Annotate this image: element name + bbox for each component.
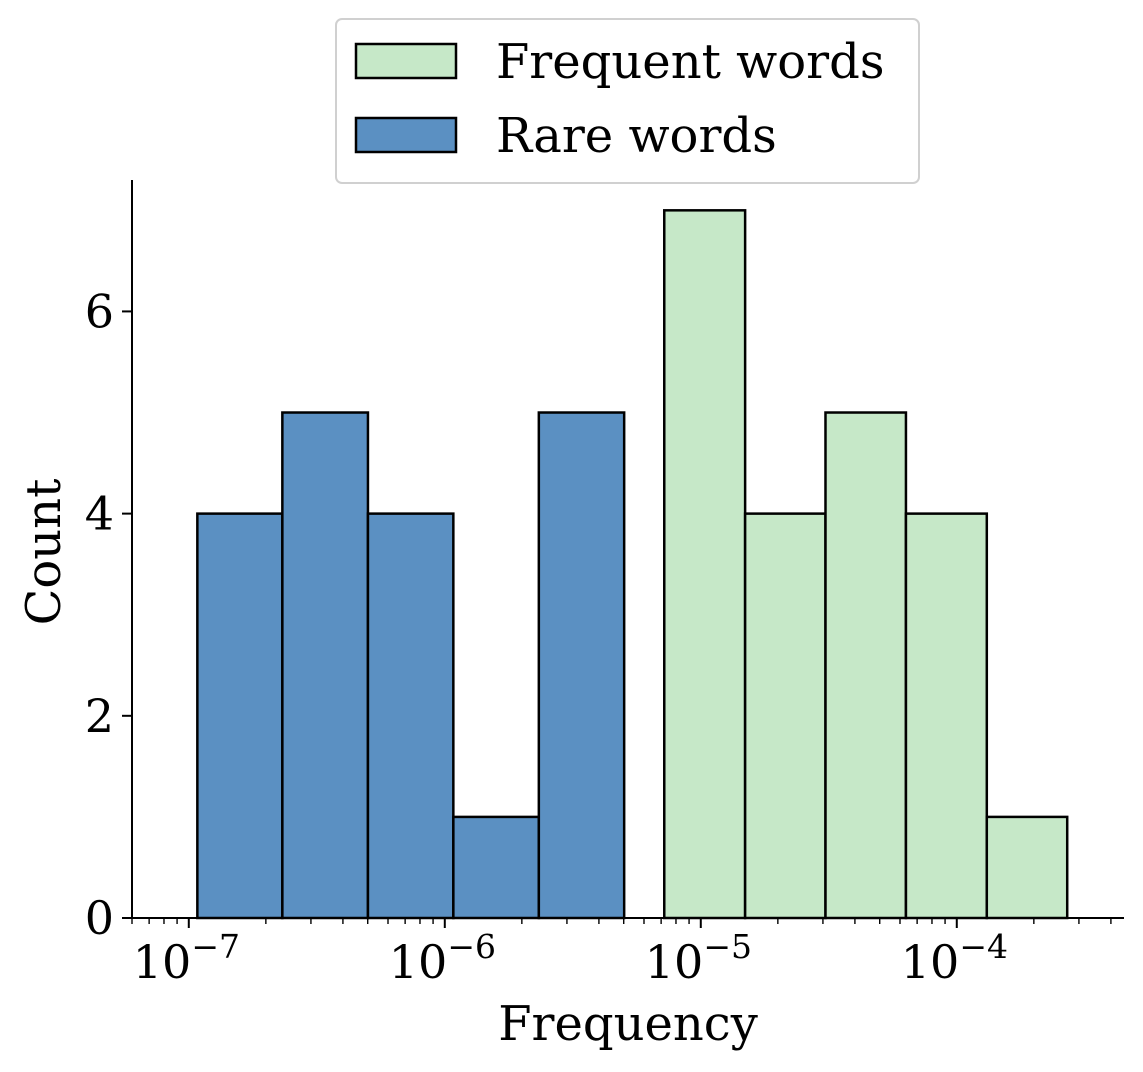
bar-rare-words-2 bbox=[366, 512, 455, 920]
x-tick-label: 10−5 bbox=[645, 927, 752, 989]
y-axis-label: Count bbox=[16, 479, 72, 626]
legend-swatch-frequent-words bbox=[354, 42, 458, 80]
legend-swatch-rare-words bbox=[354, 116, 458, 154]
x-tick-label: 10−7 bbox=[133, 927, 240, 989]
bar-rare-words-1 bbox=[281, 411, 370, 920]
y-tick-label: 6 bbox=[85, 284, 114, 338]
bar-rare-words-3 bbox=[452, 815, 541, 920]
bar-frequent-words-0 bbox=[663, 209, 747, 920]
y-tick-label: 4 bbox=[85, 487, 114, 541]
y-tick-label: 2 bbox=[85, 689, 114, 743]
legend: Frequent words Rare words bbox=[335, 18, 920, 184]
bar-frequent-words-4 bbox=[985, 815, 1069, 920]
ticks-layer: 0 2 4 6 10−7 10−6 10−5 10−4 bbox=[85, 284, 1112, 989]
axes-layer bbox=[131, 180, 1124, 919]
y-tick-label: 0 bbox=[85, 891, 114, 945]
legend-frame bbox=[335, 18, 920, 184]
x-tick-label: 10−6 bbox=[389, 927, 496, 989]
x-tick-label: 10−4 bbox=[901, 927, 1008, 989]
legend-label-frequent-words: Frequent words bbox=[496, 34, 884, 90]
bar-rare-words-4 bbox=[537, 411, 626, 920]
bars-layer bbox=[196, 209, 1069, 920]
x-axis-label: Frequency bbox=[498, 996, 758, 1052]
legend-label-rare-words: Rare words bbox=[496, 108, 777, 164]
bar-rare-words-0 bbox=[196, 512, 284, 920]
bar-frequent-words-1 bbox=[743, 512, 827, 920]
bar-frequent-words-2 bbox=[824, 411, 908, 920]
bar-frequent-words-3 bbox=[904, 512, 989, 920]
